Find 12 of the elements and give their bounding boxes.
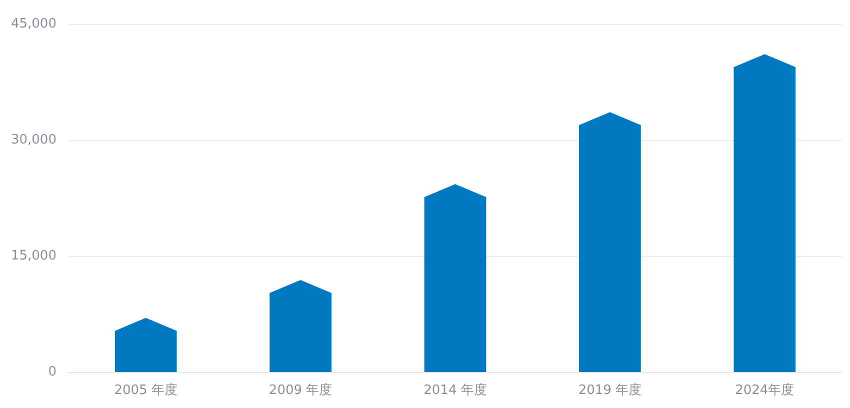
bar	[579, 112, 641, 372]
x-tick-label: 2014 年度	[424, 382, 487, 398]
y-tick-label: 45,000	[10, 16, 56, 32]
y-tick-label: 0	[48, 364, 56, 380]
bar	[734, 54, 796, 372]
y-tick-label: 30,000	[10, 132, 56, 148]
x-tick-label: 2019 年度	[578, 382, 642, 398]
x-tick-label: 2005 年度	[114, 382, 178, 398]
x-tick-label: 2024年度	[735, 382, 794, 398]
bar	[424, 184, 486, 372]
y-tick-label: 15,000	[10, 248, 56, 264]
x-tick-label: 2009 年度	[268, 382, 332, 398]
